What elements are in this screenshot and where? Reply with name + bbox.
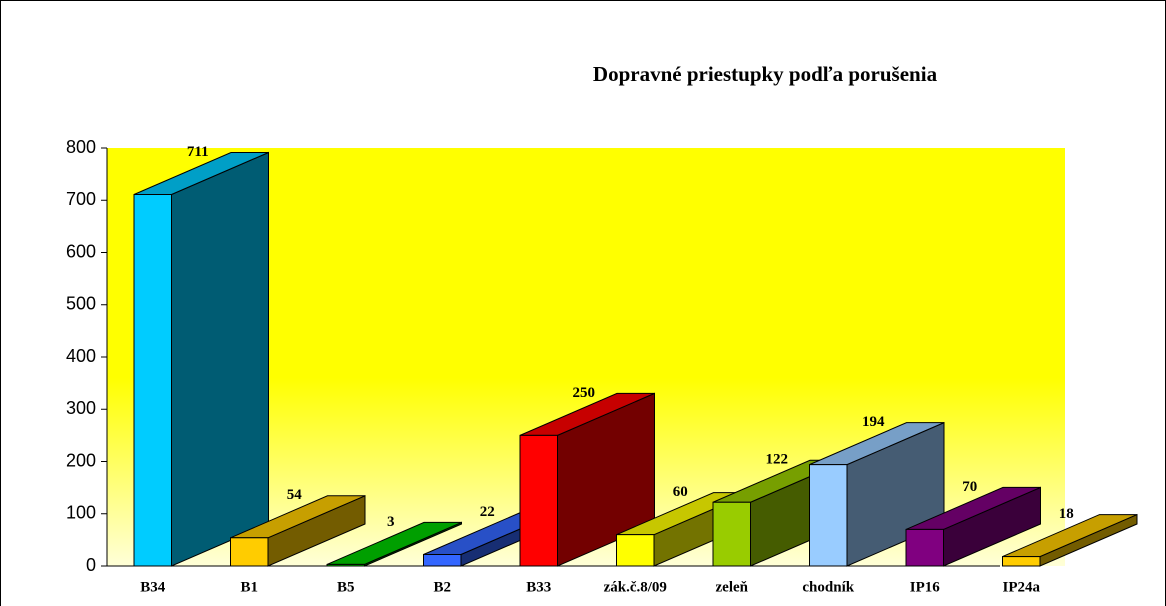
data-label: 18 bbox=[1059, 506, 1074, 522]
bar bbox=[809, 464, 848, 567]
x-tick-label: zeleň bbox=[716, 579, 749, 595]
y-tick-label: 0 bbox=[86, 555, 96, 575]
x-tick-label: zák.č.8/09 bbox=[604, 579, 667, 595]
y-tick-label: 100 bbox=[66, 503, 96, 523]
y-tick-label: 300 bbox=[66, 398, 96, 418]
data-label: 3 bbox=[387, 514, 395, 530]
data-label: 60 bbox=[673, 484, 688, 500]
x-tick-label: chodník bbox=[802, 579, 854, 595]
data-label: 122 bbox=[766, 452, 789, 468]
y-tick-label: 600 bbox=[66, 241, 96, 261]
bar bbox=[616, 534, 655, 567]
x-tick-label: B34 bbox=[140, 579, 166, 595]
bar bbox=[905, 528, 944, 567]
y-tick-label: 200 bbox=[66, 450, 96, 470]
bar bbox=[423, 554, 462, 567]
data-label: 194 bbox=[862, 414, 885, 430]
y-tick-label: 700 bbox=[66, 189, 96, 209]
x-tick-label: B2 bbox=[433, 579, 451, 595]
data-label: 250 bbox=[573, 385, 596, 401]
x-tick-label: IP16 bbox=[910, 579, 941, 595]
x-tick-label: IP24a bbox=[1003, 579, 1041, 595]
bar-side bbox=[171, 151, 269, 567]
x-tick-label: B5 bbox=[337, 579, 355, 595]
data-label: 711 bbox=[187, 144, 209, 160]
y-tick-label: 400 bbox=[66, 346, 96, 366]
bar bbox=[712, 501, 751, 567]
data-label: 54 bbox=[287, 487, 303, 503]
data-label: 22 bbox=[480, 504, 495, 520]
x-tick-label: B1 bbox=[240, 579, 258, 595]
y-tick-label: 800 bbox=[66, 137, 96, 157]
bar bbox=[133, 194, 172, 567]
data-label: 70 bbox=[962, 479, 977, 495]
chart-title: Dopravné priestupky podľa porušenia bbox=[593, 62, 938, 86]
bar bbox=[326, 563, 365, 567]
bar bbox=[519, 434, 558, 567]
bar bbox=[230, 537, 269, 567]
x-tick-label: B33 bbox=[526, 579, 551, 595]
bar bbox=[1002, 556, 1041, 567]
y-tick-label: 500 bbox=[66, 294, 96, 314]
